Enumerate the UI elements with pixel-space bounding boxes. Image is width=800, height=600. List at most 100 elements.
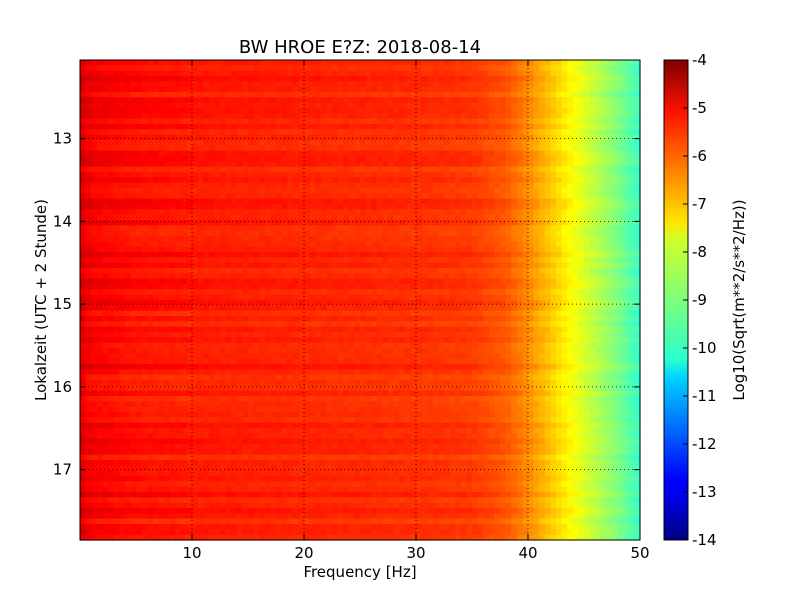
heatmap-cell xyxy=(180,321,187,328)
heatmap-cell xyxy=(253,310,260,317)
heatmap-cell xyxy=(108,321,115,328)
heatmap-cell xyxy=(388,305,395,312)
heatmap-cell xyxy=(444,118,451,125)
heatmap-cell xyxy=(623,129,630,136)
heatmap-cell xyxy=(298,289,305,296)
heatmap-cell xyxy=(483,156,490,162)
heatmap-cell xyxy=(281,161,288,168)
heatmap-cell xyxy=(438,161,445,168)
heatmap-cell xyxy=(544,230,551,237)
heatmap-cell xyxy=(556,220,563,226)
heatmap-cell xyxy=(231,214,238,221)
heatmap-cell xyxy=(460,81,467,88)
heatmap-cell xyxy=(276,257,283,264)
heatmap-cell xyxy=(539,118,546,125)
heatmap-cell xyxy=(528,145,535,152)
heatmap-cell xyxy=(320,124,327,130)
heatmap-cell xyxy=(136,172,143,178)
heatmap-cell xyxy=(264,156,271,162)
heatmap-cell xyxy=(309,198,316,205)
heatmap-cell xyxy=(102,209,109,216)
heatmap-cell xyxy=(136,108,143,114)
heatmap-cell xyxy=(556,252,563,258)
heatmap-cell xyxy=(136,310,143,317)
heatmap-cell xyxy=(382,92,389,98)
heatmap-cell xyxy=(483,124,490,130)
heatmap-cell xyxy=(141,321,148,328)
heatmap-cell xyxy=(612,150,619,157)
heatmap-cell xyxy=(416,166,423,173)
heatmap-cell xyxy=(91,278,98,285)
heatmap-cell xyxy=(192,124,199,130)
heatmap-cell xyxy=(550,225,557,232)
heatmap-cell xyxy=(634,124,641,130)
heatmap-cell xyxy=(220,81,227,88)
heatmap-cell xyxy=(410,289,417,296)
heatmap-cell xyxy=(612,124,619,130)
heatmap-cell xyxy=(164,134,171,141)
heatmap-cell xyxy=(483,188,490,194)
heatmap-cell xyxy=(449,182,456,189)
heatmap-cell xyxy=(220,102,227,109)
heatmap-cell xyxy=(281,70,288,77)
heatmap-cell xyxy=(410,76,417,82)
heatmap-cell xyxy=(169,92,176,98)
heatmap-cell xyxy=(567,225,574,232)
heatmap-cell xyxy=(455,161,462,168)
heatmap-cell xyxy=(253,102,260,109)
heatmap-cell xyxy=(472,257,479,264)
heatmap-cell xyxy=(438,214,445,221)
heatmap-cell xyxy=(231,81,238,88)
heatmap-cell xyxy=(320,65,327,72)
heatmap-cell xyxy=(595,92,602,98)
heatmap-cell xyxy=(472,134,479,141)
heatmap-cell xyxy=(410,118,417,125)
heatmap-cell xyxy=(550,220,557,226)
heatmap-cell xyxy=(634,209,641,216)
heatmap-cell xyxy=(511,108,518,114)
heatmap-cell xyxy=(466,182,473,189)
heatmap-cell xyxy=(365,193,372,200)
heatmap-cell xyxy=(320,140,327,146)
heatmap-cell xyxy=(500,70,507,77)
heatmap-cell xyxy=(539,166,546,173)
heatmap-cell xyxy=(544,198,551,205)
heatmap-cell xyxy=(460,113,467,120)
heatmap-cell xyxy=(315,284,322,290)
heatmap-cell xyxy=(477,305,484,312)
heatmap-cell xyxy=(220,76,227,82)
heatmap-cell xyxy=(516,113,523,120)
heatmap-cell xyxy=(572,193,579,200)
heatmap-cell xyxy=(623,294,630,301)
heatmap-cell xyxy=(108,156,115,162)
heatmap-cell xyxy=(522,209,529,216)
heatmap-cell xyxy=(214,225,221,232)
heatmap-cell xyxy=(214,172,221,178)
heatmap-cell xyxy=(242,294,249,301)
heatmap-cell xyxy=(91,294,98,301)
heatmap-cell xyxy=(533,278,540,285)
heatmap-cell xyxy=(315,97,322,104)
heatmap-cell xyxy=(522,252,529,258)
heatmap-cell xyxy=(612,140,619,146)
heatmap-cell xyxy=(141,252,148,258)
heatmap-cell xyxy=(516,86,523,93)
heatmap-cell xyxy=(231,305,238,312)
heatmap-cell xyxy=(231,108,238,114)
heatmap-cell xyxy=(360,225,367,232)
heatmap-cell xyxy=(292,305,299,312)
heatmap-cell xyxy=(472,188,479,194)
heatmap-cell xyxy=(186,161,193,168)
heatmap-cell xyxy=(589,161,596,168)
heatmap-cell xyxy=(438,86,445,93)
heatmap-cell xyxy=(180,70,187,77)
heatmap-cell xyxy=(432,102,439,109)
heatmap-cell xyxy=(231,60,238,66)
heatmap-cell xyxy=(130,310,137,317)
heatmap-cell xyxy=(91,310,98,317)
heatmap-cell xyxy=(197,92,204,98)
heatmap-cell xyxy=(365,220,372,226)
heatmap-cell xyxy=(315,102,322,109)
heatmap-cell xyxy=(242,193,249,200)
heatmap-cell xyxy=(208,97,215,104)
